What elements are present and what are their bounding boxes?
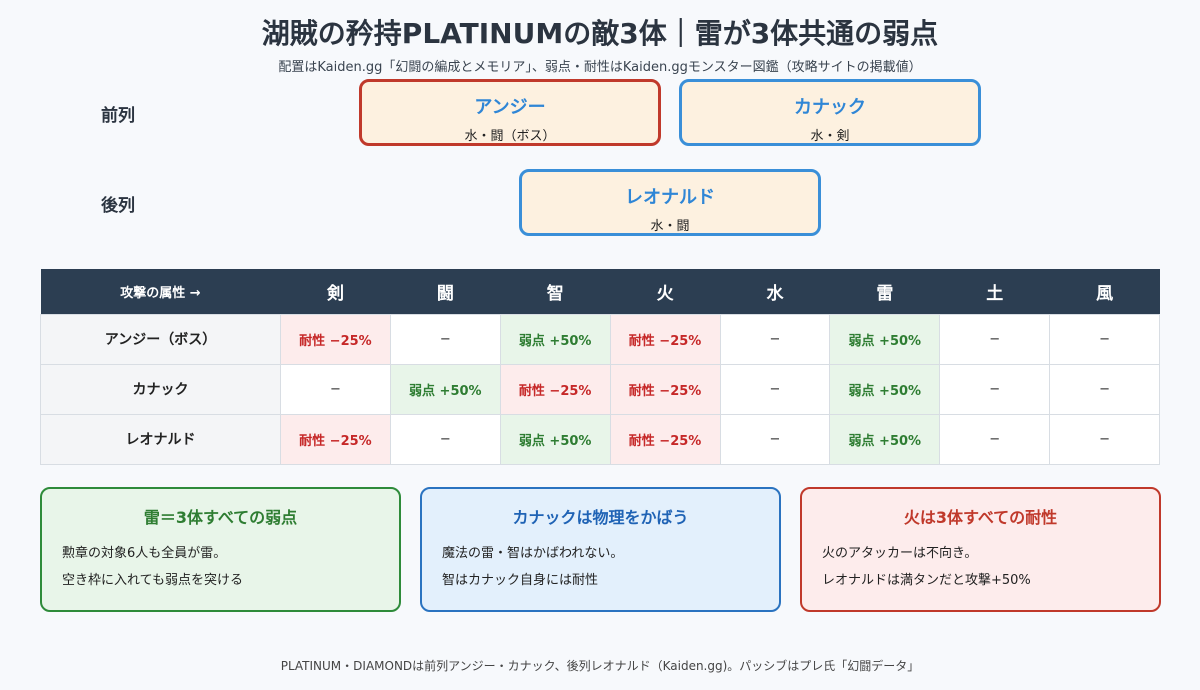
page-subtitle: 配置はKaiden.gg「幻闘の編成とメモリア」、弱点・耐性はKaiden.gg… (278, 60, 922, 75)
header-attribute: 風 (1049, 269, 1160, 314)
row-enemy-name: レオナルド (40, 413, 281, 465)
table-cell: 耐性 −25% (280, 313, 391, 365)
note-kanakku-cover: カナックは物理をかばう 魔法の雷・智はかばわれない。 智はカナック自身には耐性 (420, 487, 781, 612)
table-cell: − (389, 413, 501, 465)
enemy-traits: 水・闘 (650, 219, 690, 234)
table-cell: − (939, 363, 1051, 415)
header-attribute: 雷 (829, 269, 940, 314)
note-line: 火のアタッカーは不向き。 (822, 546, 978, 561)
table-cell: 弱点 +50% (829, 413, 941, 465)
header-attribute: 剣 (280, 269, 391, 314)
table-cell: − (389, 313, 501, 365)
table-cell: − (1049, 313, 1160, 365)
table-cell: − (939, 313, 1051, 365)
note-line: 空き枠に入れても弱点を突ける (62, 573, 243, 588)
note-fire-resistance: 火は3体すべての耐性 火のアタッカーは不向き。 レオナルドは満タンだと攻撃+50… (800, 487, 1161, 612)
table-cell: 弱点 +50% (499, 413, 611, 465)
note-line: 勲章の対象6人も全員が雷。 (62, 546, 227, 561)
row-enemy-name: カナック (40, 363, 281, 415)
table-cell: − (939, 413, 1051, 465)
table-row: カナック − 弱点 +50% 耐性 −25% 耐性 −25% − 弱点 +50%… (40, 363, 1160, 415)
header-attribute: 闘 (390, 269, 501, 314)
note-title: 火は3体すべての耐性 (903, 508, 1058, 527)
note-title: カナックは物理をかばう (512, 508, 689, 527)
table-cell: 耐性 −25% (280, 413, 391, 465)
note-line: レオナルドは満タンだと攻撃+50% (822, 573, 1031, 588)
back-row-label: 後列 (101, 196, 135, 216)
table-cell: − (1049, 363, 1160, 415)
enemy-name: カナック (794, 97, 866, 118)
table-cell: − (719, 363, 831, 415)
enemy-name: レオナルド (625, 187, 715, 208)
header-attribute: 土 (939, 269, 1050, 314)
table-cell: 耐性 −25% (609, 363, 721, 415)
header-attribute: 水 (720, 269, 830, 314)
note-line: 魔法の雷・智はかばわれない。 (442, 546, 624, 561)
table-header-row: 攻撃の属性 → 剣 闘 智 火 水 雷 土 風 (40, 269, 1160, 314)
enemy-traits: 水・剣 (810, 129, 850, 144)
enemy-traits: 水・闘（ボス） (464, 129, 556, 144)
table-cell: − (719, 313, 831, 365)
table-cell: − (280, 363, 391, 415)
table-cell: 耐性 −25% (609, 313, 721, 365)
table-cell: 耐性 −25% (609, 413, 721, 465)
table-cell: 弱点 +50% (829, 363, 941, 415)
front-row-label: 前列 (101, 106, 135, 126)
table-cell: − (1049, 413, 1160, 465)
table-row: アンジー（ボス） 耐性 −25% − 弱点 +50% 耐性 −25% − 弱点 … (40, 313, 1160, 365)
header-attribute: 智 (500, 269, 611, 314)
table-cell: 弱点 +50% (389, 363, 501, 415)
enemy-card-angie: アンジー 水・闘（ボス） (359, 79, 661, 146)
enemy-name: アンジー (474, 97, 546, 118)
header-attribute: 火 (610, 269, 720, 314)
table-cell: − (719, 413, 831, 465)
footer-source-note: PLATINUM・DIAMONDは前列アンジー・カナック、後列レオナルド（Kai… (280, 659, 920, 673)
table-cell: 耐性 −25% (499, 363, 611, 415)
page-title: 湖賊の矜持PLATINUMの敵3体｜雷が3体共通の弱点 (261, 17, 939, 50)
table-row: レオナルド 耐性 −25% − 弱点 +50% 耐性 −25% − 弱点 +50… (40, 413, 1160, 465)
table-cell: 弱点 +50% (499, 313, 611, 365)
header-attack-attribute: 攻撃の属性 → (40, 269, 281, 314)
enemy-card-kanakku: カナック 水・剣 (679, 79, 981, 146)
note-title: 雷＝3体すべての弱点 (143, 508, 298, 527)
table-cell: 弱点 +50% (829, 313, 941, 365)
row-enemy-name: アンジー（ボス） (40, 313, 281, 365)
attribute-matrix-table: 攻撃の属性 → 剣 闘 智 火 水 雷 土 風 アンジー（ボス） 耐性 −25%… (40, 269, 1160, 465)
note-thunder-weakness: 雷＝3体すべての弱点 勲章の対象6人も全員が雷。 空き枠に入れても弱点を突ける (40, 487, 401, 612)
note-line: 智はカナック自身には耐性 (442, 573, 599, 588)
enemy-card-leonardo: レオナルド 水・闘 (519, 169, 821, 236)
